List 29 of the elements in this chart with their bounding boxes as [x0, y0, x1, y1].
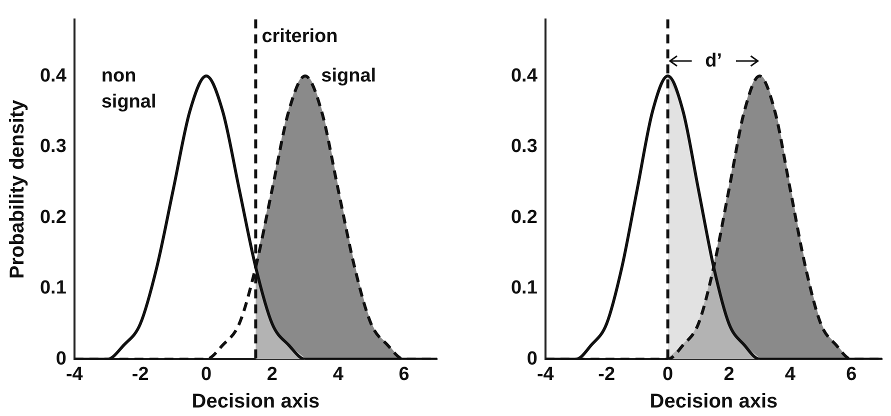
y-tick-label: 0.2: [40, 206, 66, 228]
x-tick-label: 0: [200, 364, 212, 385]
x-tick-label: 4: [784, 364, 796, 385]
x-tick-label: -2: [132, 364, 149, 385]
x-tick-label: -4: [66, 364, 84, 385]
y-tick-label: 0.3: [40, 136, 66, 158]
x-tick-label: 0: [662, 364, 674, 385]
y-tick-label: 0.4: [510, 65, 538, 86]
y-tick-label: 0.1: [510, 278, 538, 299]
series-label: signal: [321, 65, 376, 86]
y-tick-label: 0: [56, 348, 66, 370]
x-tick-label: 2: [724, 364, 734, 385]
x-tick-label: 6: [398, 364, 410, 385]
x-tick-label: -2: [598, 364, 616, 385]
x-axis-title: Decision axis: [192, 390, 320, 413]
x-axis-title: Decision axis: [650, 390, 778, 413]
y-tick-label: 0.4: [40, 65, 67, 86]
x-tick-label: 2: [266, 364, 278, 385]
y-tick-label: 0.1: [40, 278, 67, 299]
x-tick-label: -4: [536, 364, 554, 385]
y-tick-label: 0.2: [510, 206, 538, 228]
y-axis-title: Probability density: [6, 98, 29, 279]
x-tick-label: 4: [332, 364, 344, 385]
y-tick-label: 0: [526, 348, 538, 370]
y-tick-label: 0.3: [510, 136, 538, 158]
annotation: d’: [705, 50, 722, 72]
x-tick-label: 6: [846, 364, 857, 385]
series-label: non signal: [101, 65, 156, 112]
ref-line-label: criterion: [262, 26, 338, 48]
